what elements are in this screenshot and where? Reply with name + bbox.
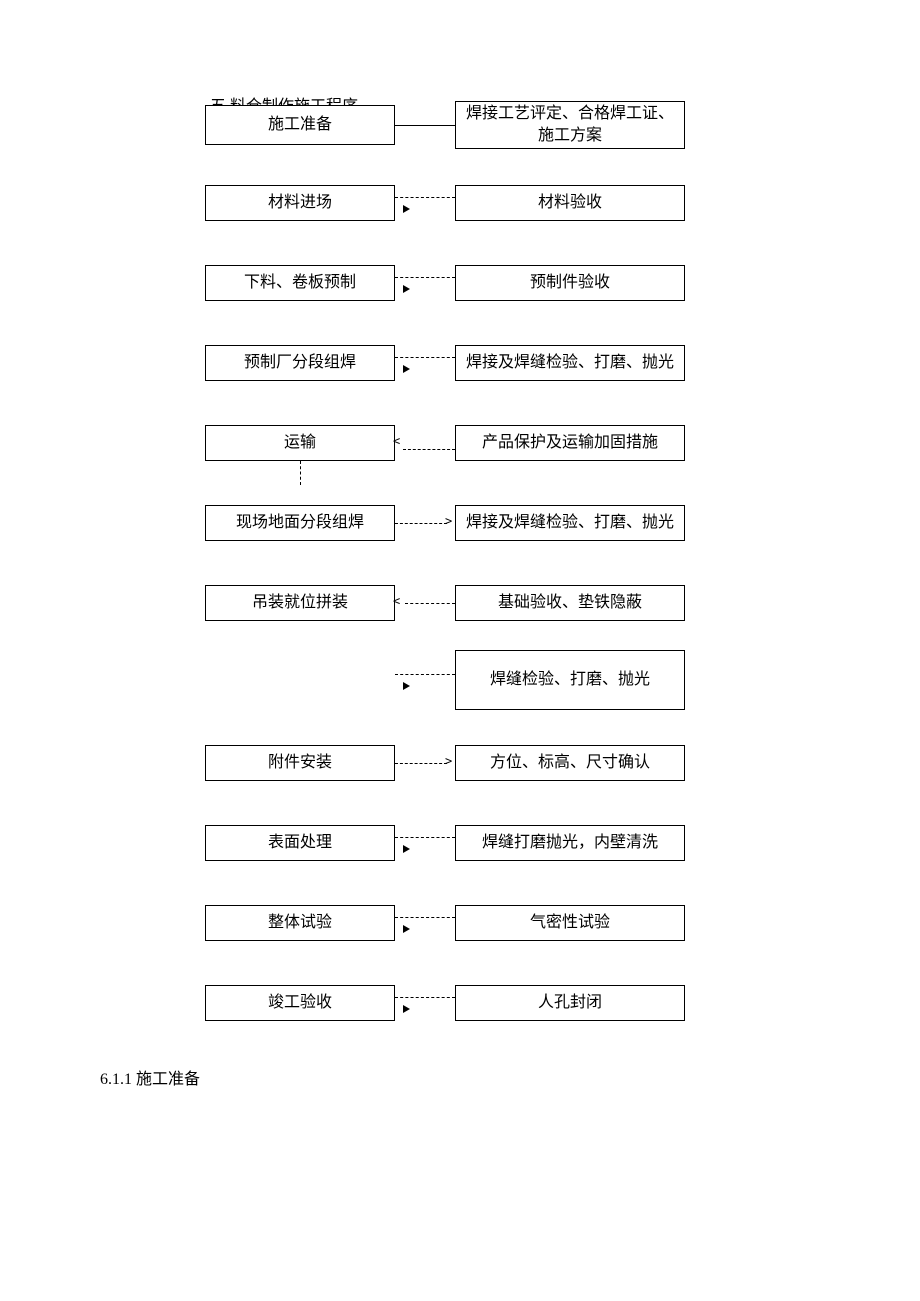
arrow-right-icon: [403, 205, 410, 213]
flow-step-label: 焊接及焊缝检验、打磨、抛光: [466, 352, 674, 374]
connector: [395, 763, 447, 764]
arrow-left-icon: <: [393, 434, 400, 448]
arrow-right-icon: >: [445, 514, 452, 528]
arrow-right-icon: [403, 925, 410, 933]
arrow-left-icon: <: [393, 594, 400, 608]
flow-step-label: 基础验收、垫铁隐蔽: [498, 592, 642, 614]
flow-step-label: 表面处理: [268, 832, 332, 854]
flow-step-label: 焊接及焊缝检验、打磨、抛光: [466, 512, 674, 534]
section-heading: 6.1.1 施工准备: [100, 1065, 200, 1089]
flow-step-label: 材料验收: [538, 192, 602, 214]
flow-step-label: 下料、卷板预制: [244, 272, 356, 294]
arrow-right-icon: [403, 285, 410, 293]
flow-step-left: 表面处理: [205, 825, 395, 861]
connector: [405, 603, 455, 604]
flow-step-label: 竣工验收: [268, 992, 332, 1014]
connector: [395, 837, 455, 838]
flow-step-left: 下料、卷板预制: [205, 265, 395, 301]
connector: [395, 197, 455, 198]
flow-step-left: 整体试验: [205, 905, 395, 941]
flow-step-label: 产品保护及运输加固措施: [482, 432, 658, 454]
flow-step-label: 材料进场: [268, 192, 332, 214]
flow-step-label: 运输: [284, 432, 316, 454]
flow-step-label: 焊缝打磨抛光，内壁清洗: [482, 832, 658, 854]
flow-step-left: 附件安装: [205, 745, 395, 781]
flow-step-left: 施工准备: [205, 105, 395, 145]
flow-step-right: 材料验收: [455, 185, 685, 221]
flow-step-right: 焊接及焊缝检验、打磨、抛光: [455, 505, 685, 541]
flow-step-label: 气密性试验: [530, 912, 610, 934]
flow-step-label: 吊装就位拼装: [252, 592, 348, 614]
section-heading-text: 6.1.1 施工准备: [100, 1071, 200, 1088]
arrow-right-icon: [403, 1005, 410, 1013]
connector: [395, 277, 455, 278]
flow-step-left: 竣工验收: [205, 985, 395, 1021]
flow-step-right: 产品保护及运输加固措施: [455, 425, 685, 461]
flow-step-label: 施工准备: [268, 114, 332, 136]
connector: [395, 523, 447, 524]
arrow-right-icon: [403, 845, 410, 853]
connector: [395, 125, 455, 126]
connector: [395, 357, 455, 358]
arrow-right-icon: >: [445, 754, 452, 768]
flow-step-right: 人孔封闭: [455, 985, 685, 1021]
connector-vertical: [300, 461, 301, 485]
flow-step-right: 焊接及焊缝检验、打磨、抛光: [455, 345, 685, 381]
flow-step-label: 现场地面分段组焊: [236, 512, 364, 534]
flow-step-left: 吊装就位拼装: [205, 585, 395, 621]
flow-step-left: 材料进场: [205, 185, 395, 221]
flow-step-right: 气密性试验: [455, 905, 685, 941]
flow-step-label: 方位、标高、尺寸确认: [490, 752, 650, 774]
flow-step-label: 附件安装: [268, 752, 332, 774]
flow-step-left: 运输: [205, 425, 395, 461]
connector: [395, 674, 455, 675]
flow-step-label: 预制厂分段组焊: [244, 352, 356, 374]
flow-step-right: 基础验收、垫铁隐蔽: [455, 585, 685, 621]
flow-step-label: 预制件验收: [530, 272, 610, 294]
flow-step-right: 焊接工艺评定、合格焊工证、施工方案: [455, 101, 685, 149]
connector: [395, 917, 455, 918]
flow-step-label: 焊接工艺评定、合格焊工证、施工方案: [462, 103, 678, 148]
flow-step-right: 焊缝打磨抛光，内壁清洗: [455, 825, 685, 861]
arrow-right-icon: [403, 682, 410, 690]
flow-step-label: 焊缝检验、打磨、抛光: [490, 669, 650, 691]
flow-step-label: 人孔封闭: [538, 992, 602, 1014]
flow-step-left: 现场地面分段组焊: [205, 505, 395, 541]
flow-step-left: 预制厂分段组焊: [205, 345, 395, 381]
flow-step-right: 方位、标高、尺寸确认: [455, 745, 685, 781]
connector: [395, 997, 455, 998]
arrow-right-icon: [403, 365, 410, 373]
flow-step-right: 预制件验收: [455, 265, 685, 301]
connector: [403, 449, 455, 450]
flow-step-label: 整体试验: [268, 912, 332, 934]
flow-step-right: 焊缝检验、打磨、抛光: [455, 650, 685, 710]
